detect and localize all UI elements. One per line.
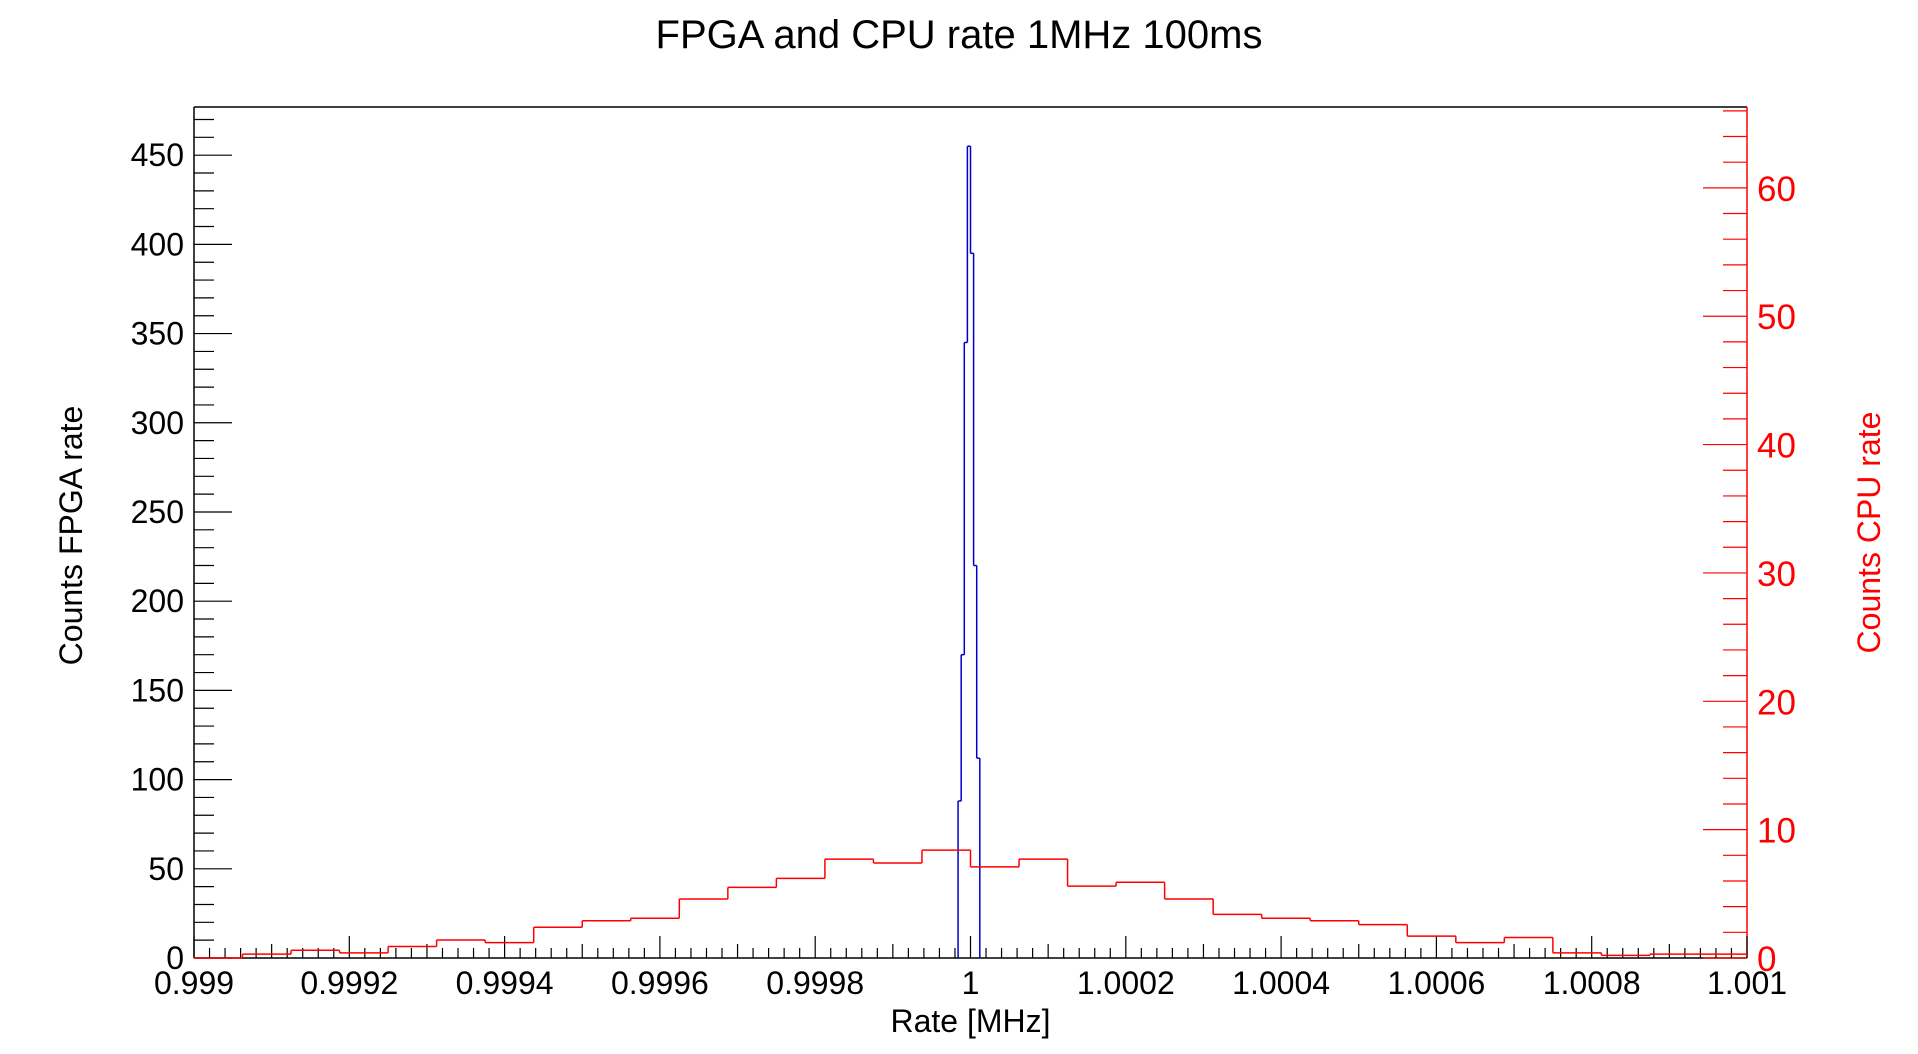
histogram-series [194,145,1747,959]
left-tick-label: 250 [131,494,184,530]
right-tick-label: 30 [1757,555,1796,594]
left-tick-label: 0 [166,940,184,976]
x-tick-label: 0.9996 [611,965,709,1001]
left-tick-label: 400 [131,226,184,262]
cpu-rate-series [194,849,1747,959]
x-tick-label: 1.0006 [1387,965,1485,1001]
x-tick-label: 1 [962,965,980,1001]
x-tick-label: 0.9994 [456,965,554,1001]
left-tick-label: 200 [131,583,184,619]
fpga-rate-series [957,145,981,958]
left-tick-label: 150 [131,672,184,708]
left-tick-label: 100 [131,762,184,798]
right-tick-label: 0 [1757,940,1776,979]
x-tick-label: 0.9998 [766,965,864,1001]
right-tick-label: 20 [1757,683,1796,722]
right-y-axis-label: Counts CPU rate [1851,412,1887,654]
left-tick-label: 300 [131,405,184,441]
x-tick-label: 1.0002 [1077,965,1175,1001]
right-tick-label: 40 [1757,427,1796,466]
left-y-axis-label: Counts FPGA rate [53,406,89,666]
x-axis-label: Rate [MHz] [890,1003,1050,1039]
x-tick-label: 0.9992 [300,965,398,1001]
left-tick-label: 50 [148,851,184,887]
x-tick-label: 1.0004 [1232,965,1330,1001]
plot-frame [193,106,1748,959]
right-tick-label: 10 [1757,812,1796,851]
x-tick-label: 1.001 [1707,965,1787,1001]
left-tick-label: 450 [131,137,184,173]
left-y-axis: 0 50 100 150 200 250 300 350 400 450 [131,118,232,976]
x-tick-label: 1.0008 [1543,965,1641,1001]
right-y-axis: 0 10 20 30 40 50 60 [1703,110,1796,979]
x-tick-label: 0.999 [154,965,234,1001]
right-tick-label: 60 [1757,170,1796,209]
left-tick-label: 350 [131,316,184,352]
right-tick-label: 50 [1757,298,1796,337]
chart-title: FPGA and CPU rate 1MHz 100ms [656,13,1263,57]
